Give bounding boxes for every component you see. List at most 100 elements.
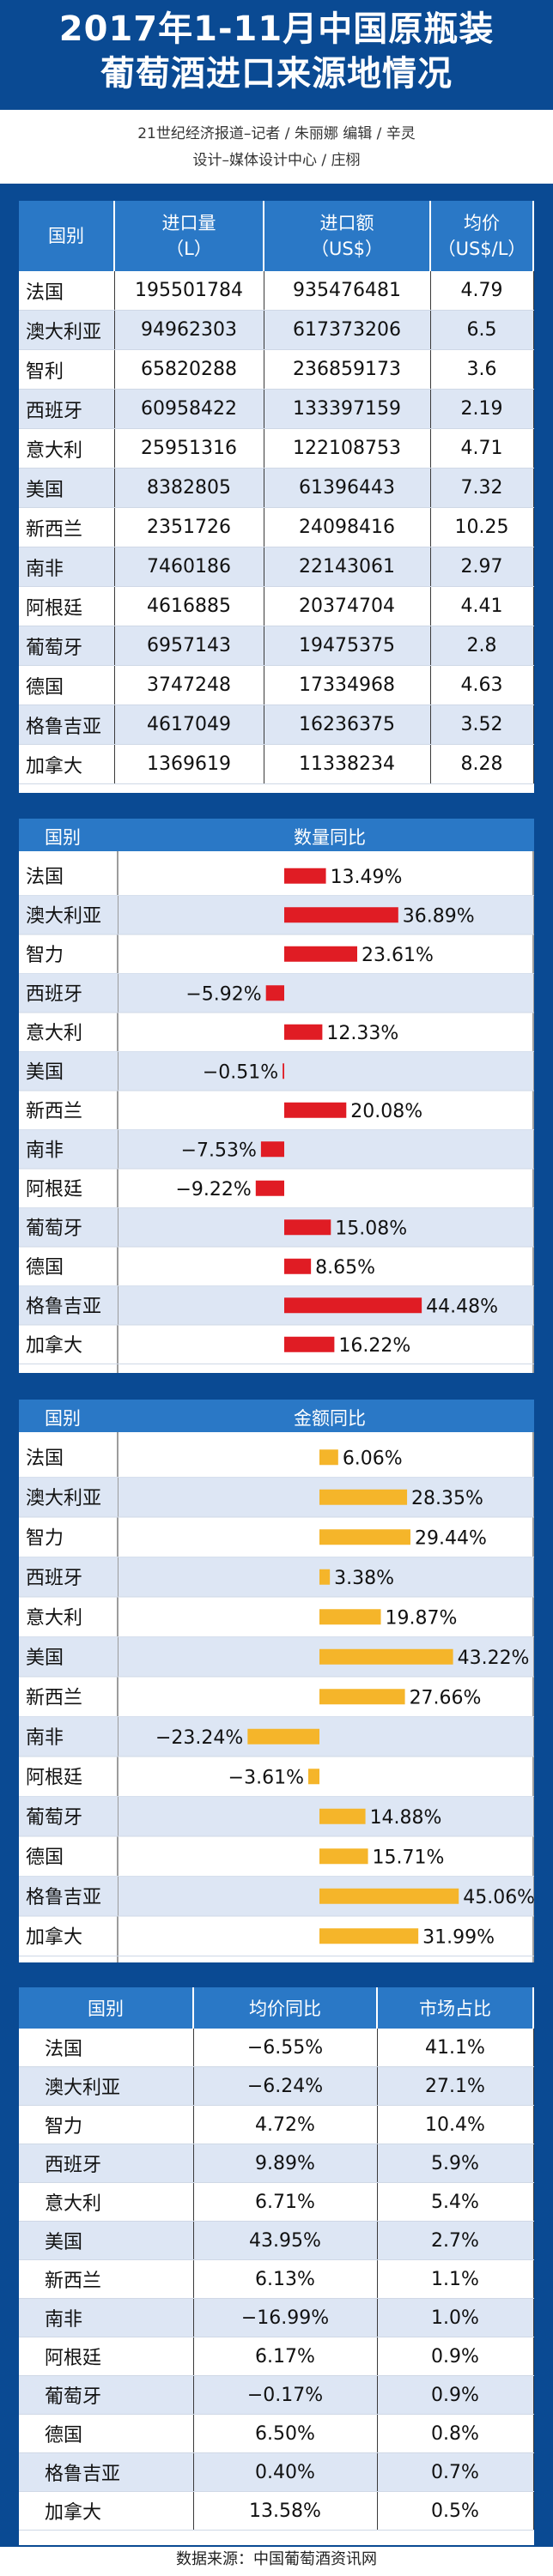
bar [319, 1489, 408, 1505]
value-cell: 10.4% [377, 2105, 534, 2144]
table-row: 葡萄牙 6957143 19475375 2.8 [19, 626, 534, 666]
value-cell: 94962303 [114, 310, 264, 350]
value-cell: 4.41 [430, 586, 534, 626]
value-cell: 236859173 [264, 349, 431, 390]
category-label: 新西兰 [26, 1101, 82, 1122]
bar [319, 1609, 381, 1625]
data-label: −5.92% [185, 983, 261, 1005]
value-yoy-chart-panel: 国别 金额同比 法国 6.06% 澳大利亚 28.35% 智力 29.44% 西班牙 3.38… [19, 1400, 534, 1962]
bar [284, 946, 357, 962]
category-label: 德国 [26, 1847, 64, 1868]
category-label: 阿根廷 [26, 1767, 82, 1788]
value-cell: 4616885 [114, 586, 264, 626]
category-label: 意大利 [26, 1607, 82, 1629]
category-label: 法国 [26, 867, 64, 888]
value-cell: 0.9% [377, 2337, 534, 2376]
value-cell: 43.95% [193, 2221, 378, 2260]
price-share-table-header: 国别 均价同比 市场占比 [19, 1987, 534, 2029]
value-cell: 4.71 [430, 428, 534, 469]
country-cell: 智力 [19, 2105, 194, 2144]
table-row: 意大利 6.71% 5.4% [19, 2182, 534, 2222]
value-cell: 13.58% [193, 2491, 378, 2531]
col-header-text: 均价 [464, 213, 500, 233]
row-band [19, 1477, 118, 1517]
value-cell: 3.6 [430, 349, 534, 390]
data-label: −0.51% [203, 1061, 278, 1083]
import-table-header: 国别 进口量 （L） 进口额 （US$） 均价 （US$/L） [19, 201, 534, 271]
country-cell: 德国 [19, 2414, 194, 2453]
country-cell: 格鲁吉亚 [19, 2452, 194, 2492]
bar [319, 1449, 338, 1466]
value-cell: 0.7% [377, 2452, 534, 2492]
table-row: 加拿大 1369619 11338234 8.28 [19, 744, 534, 784]
value-cell: 2.97 [430, 547, 534, 587]
value-cell: 6.5 [430, 310, 534, 350]
value-cell: 65820288 [114, 349, 264, 390]
value-cell: 10.25 [430, 507, 534, 547]
data-label: 27.66% [410, 1687, 482, 1708]
value-yoy-chart-title: 金额同比 [294, 1408, 366, 1429]
value-cell: 24098416 [264, 507, 431, 547]
row-band [19, 1051, 118, 1091]
data-label: 20.08% [350, 1101, 422, 1122]
category-label: 法国 [26, 1448, 64, 1469]
col-header-volume: 进口量 （L） [114, 201, 264, 271]
category-label: 新西兰 [26, 1687, 82, 1708]
data-label: 14.88% [370, 1807, 442, 1829]
value-yoy-chart-header: 国别 金额同比 [19, 1400, 534, 1432]
table-row: 西班牙 9.89% 5.9% [19, 2144, 534, 2183]
table-row: 法国 −6.55% 41.1% [19, 2029, 534, 2067]
data-label: 15.71% [373, 1847, 445, 1868]
volume-yoy-chart-body: 法国 13.49% 澳大利亚 36.89% 智力 23.61% 西班牙 −5.92% 意大利 12… [19, 851, 534, 1373]
value-cell: 3747248 [114, 665, 264, 705]
value-cell: 4.63 [430, 665, 534, 705]
col-header-text: （US$/L） [437, 239, 526, 259]
credit-line-design: 设计–媒体设计中心 / 庄栩 [192, 152, 361, 169]
value-cell: 6957143 [114, 626, 264, 666]
country-cell: 西班牙 [19, 2144, 194, 2183]
value-cell: 11338234 [264, 744, 431, 784]
country-cell: 格鲁吉亚 [19, 704, 115, 745]
value-cell: 27.1% [377, 2066, 534, 2106]
value-cell: 2.7% [377, 2221, 534, 2260]
col-header-price: 均价 （US$/L） [430, 201, 534, 271]
row-band [118, 973, 533, 1013]
bar [284, 1102, 347, 1118]
bar [319, 1808, 366, 1824]
table-row: 智利 65820288 236859173 3.6 [19, 349, 534, 390]
bar [284, 1258, 312, 1274]
category-label: 德国 [26, 1257, 64, 1279]
category-label: 葡萄牙 [26, 1807, 82, 1829]
category-label: 南非 [26, 1140, 64, 1161]
page-title-line1: 2017年1-11月中国原瓶装 [58, 9, 495, 49]
data-label: 15.08% [335, 1218, 407, 1239]
value-cell: 0.8% [377, 2414, 534, 2453]
bar [284, 1336, 335, 1352]
row-band [19, 1207, 118, 1247]
country-cell: 美国 [19, 468, 115, 508]
value-cell: 2351726 [114, 507, 264, 547]
row-band [19, 1876, 118, 1916]
import-table: 国别 进口量 （L） 进口额 （US$） 均价 （US$/L） 法国 195501784… [19, 201, 534, 784]
table-row: 格鲁吉亚 0.40% 0.7% [19, 2452, 534, 2492]
country-cell: 葡萄牙 [19, 626, 115, 666]
volume-yoy-chart: 法国 13.49% 澳大利亚 36.89% 智力 23.61% 西班牙 −5.92% 意大利 12… [19, 851, 534, 1373]
value-cell: 6.50% [193, 2414, 378, 2453]
bar [308, 1769, 319, 1785]
row-band [19, 1557, 118, 1597]
row-band [118, 1051, 533, 1091]
table-row: 智力 4.72% 10.4% [19, 2105, 534, 2144]
page-title-line2: 葡萄酒进口来源地情况 [100, 54, 453, 94]
data-label: 16.22% [338, 1335, 410, 1357]
value-cell: 6.13% [193, 2259, 378, 2299]
data-label: −23.24% [155, 1727, 243, 1749]
table-row: 澳大利亚 −6.24% 27.1% [19, 2066, 534, 2106]
table-row: 澳大利亚 94962303 617373206 6.5 [19, 310, 534, 350]
bar [319, 1648, 453, 1665]
data-label: 36.89% [403, 905, 475, 927]
category-label: 南非 [26, 1727, 64, 1749]
value-cell: 16236375 [264, 704, 431, 745]
row-band [19, 1796, 118, 1836]
category-label: 格鲁吉亚 [26, 1296, 101, 1317]
row-band [19, 973, 118, 1013]
